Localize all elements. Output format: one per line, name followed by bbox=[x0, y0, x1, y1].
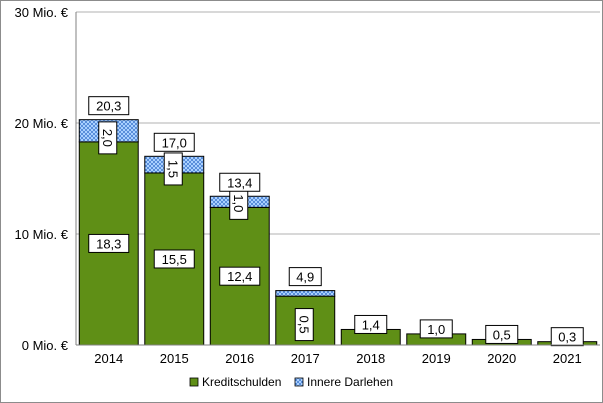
x-tick-label-2016: 2016 bbox=[225, 351, 254, 366]
x-tick-label-2020: 2020 bbox=[487, 351, 516, 366]
total-label-2021-box bbox=[550, 327, 584, 347]
y-tick-label-2: 20 Mio. € bbox=[15, 116, 69, 131]
legend-label-Kreditschulden: Kreditschulden bbox=[202, 375, 281, 389]
total-label-2018-group: 1,4 bbox=[354, 314, 388, 334]
legend-label-Innere Darlehen: Innere Darlehen bbox=[307, 375, 393, 389]
total-label-2014: 20,3 bbox=[96, 99, 121, 114]
x-tick-label-2017: 2017 bbox=[291, 351, 320, 366]
data-label-Kreditschulden-2014: 18,3 bbox=[96, 236, 121, 251]
legend-swatch-Kreditschulden bbox=[189, 377, 199, 387]
data-label-Innere Darlehen-2017-box bbox=[294, 308, 314, 342]
data-label-Kreditschulden-2015: 15,5 bbox=[162, 252, 187, 267]
total-label-2020-group: 0,5 bbox=[485, 324, 519, 344]
x-tick-label-2019: 2019 bbox=[422, 351, 451, 366]
data-label-Innere Darlehen-2017-group: 0,5 bbox=[294, 308, 314, 342]
data-labels: 18,3 2,0 20,3 15,5 1,5 17,0 12,4 1,0 13,4 0,5 4,9 1… bbox=[88, 96, 584, 347]
data-label-Innere Darlehen-2014: 2,0 bbox=[100, 129, 115, 147]
total-label-2020-box bbox=[485, 324, 519, 344]
data-label-Kreditschulden-2015-group: 15,5 bbox=[153, 249, 195, 269]
bars bbox=[78, 119, 598, 346]
data-label-Kreditschulden-2014-box bbox=[88, 233, 130, 253]
data-label-Innere Darlehen-2016: 1,0 bbox=[231, 194, 246, 212]
x-tick-label-2015: 2015 bbox=[160, 351, 189, 366]
total-label-2019-box bbox=[419, 319, 453, 339]
total-label-2019-group: 1,0 bbox=[419, 319, 453, 339]
total-label-2018-box bbox=[354, 314, 388, 334]
total-label-2017-box bbox=[288, 267, 322, 287]
x-tick-label-2021: 2021 bbox=[553, 351, 582, 366]
total-label-2015-group: 17,0 bbox=[153, 132, 195, 152]
data-label-Innere Darlehen-2014-group: 2,0 bbox=[98, 121, 118, 155]
total-label-2021: 0,3 bbox=[558, 330, 576, 345]
data-label-Innere Darlehen-2015: 1,5 bbox=[165, 160, 180, 178]
data-label-Innere Darlehen-2014-box bbox=[98, 121, 118, 155]
total-label-2017: 4,9 bbox=[296, 270, 314, 285]
legend-swatch-Innere Darlehen bbox=[294, 377, 304, 387]
x-tick-label-2018: 2018 bbox=[356, 351, 385, 366]
legend: Kreditschulden Innere Darlehen bbox=[189, 375, 393, 389]
y-tick-label-3: 30 Mio. € bbox=[15, 5, 69, 20]
total-label-2015: 17,0 bbox=[162, 135, 187, 150]
data-label-Kreditschulden-2016-group: 12,4 bbox=[219, 266, 261, 286]
data-label-Innere Darlehen-2015-group: 1,5 bbox=[163, 152, 183, 186]
data-label-Innere Darlehen-2016-group: 1,0 bbox=[229, 186, 249, 220]
total-label-2014-group: 20,3 bbox=[88, 96, 130, 116]
y-tick-label-0: 0 Mio. € bbox=[22, 338, 69, 353]
data-label-Innere Darlehen-2015-box bbox=[163, 152, 183, 186]
total-label-2016-group: 13,4 bbox=[219, 172, 261, 192]
data-label-Kreditschulden-2016-box bbox=[219, 266, 261, 286]
bar-Innere Darlehen-2017 bbox=[275, 290, 336, 297]
total-label-2020: 0,5 bbox=[493, 327, 511, 342]
total-label-2016: 13,4 bbox=[227, 175, 252, 190]
total-label-2015-box bbox=[153, 132, 195, 152]
axes: 0 Mio. € 10 Mio. € 20 Mio. € 30 Mio. € 2014 2… bbox=[15, 5, 600, 366]
total-label-2016-box bbox=[219, 172, 261, 192]
data-label-Kreditschulden-2016: 12,4 bbox=[227, 269, 252, 284]
data-label-Innere Darlehen-2017: 0,5 bbox=[296, 316, 311, 334]
total-label-2019: 1,0 bbox=[427, 322, 445, 337]
y-tick-label-1: 10 Mio. € bbox=[15, 227, 69, 242]
data-label-Kreditschulden-2014-group: 18,3 bbox=[88, 233, 130, 253]
total-label-2021-group: 0,3 bbox=[550, 327, 584, 347]
total-label-2014-box bbox=[88, 96, 130, 116]
total-label-2018: 1,4 bbox=[362, 317, 380, 332]
data-label-Kreditschulden-2015-box bbox=[153, 249, 195, 269]
x-tick-label-2014: 2014 bbox=[94, 351, 123, 366]
total-label-2017-group: 4,9 bbox=[288, 267, 322, 287]
